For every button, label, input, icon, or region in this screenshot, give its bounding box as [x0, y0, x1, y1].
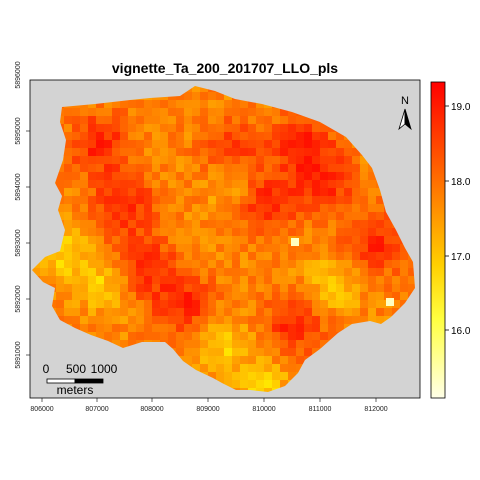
- colorbar-label-18: 18.0: [451, 177, 471, 188]
- north-label: N: [401, 95, 409, 107]
- y-tick-label: 5891000: [15, 341, 22, 368]
- x-tick-label: 807000: [85, 406, 108, 413]
- north-arrow: N: [398, 95, 412, 131]
- x-tick-label: 812000: [364, 406, 387, 413]
- colorbar-ticks: 19.0 18.0 17.0 16.0: [445, 102, 471, 337]
- colorbar-label-17: 17.0: [451, 252, 471, 263]
- colorbar-label-16: 16.0: [451, 326, 471, 337]
- y-tick-label: 5894000: [15, 173, 22, 200]
- scale-bar: 0 500 1000 meters: [43, 362, 118, 397]
- y-tick-label: 5892000: [15, 285, 22, 312]
- y-tick-label: 5893000: [15, 229, 22, 256]
- colorbar-label-19: 19.0: [451, 102, 471, 113]
- scale-unit: meters: [57, 383, 94, 397]
- x-tick-label: 806000: [30, 406, 53, 413]
- x-tick-label: 809000: [196, 406, 219, 413]
- colorbar: [430, 81, 446, 399]
- y-tick-label: 5895000: [15, 117, 22, 144]
- map-title: vignette_Ta_200_201707_LLO_pls: [111, 60, 339, 76]
- scale-label-0: 0: [43, 362, 50, 376]
- scale-label-500: 500: [66, 362, 86, 376]
- y-axis: 5891000 5892000 5893000 5894000 5895000 58960…: [15, 61, 30, 369]
- scale-segment-2: [74, 378, 104, 384]
- y-tick-label: 5896000: [15, 61, 22, 88]
- x-tick-label: 810000: [252, 406, 275, 413]
- x-tick-label: 808000: [140, 406, 163, 413]
- x-axis: 806000 807000 808000 809000 810000 811000 8120…: [30, 398, 388, 413]
- scale-label-1000: 1000: [91, 362, 118, 376]
- x-tick-label: 811000: [309, 406, 332, 413]
- north-arrow-shade-icon: [404, 108, 412, 131]
